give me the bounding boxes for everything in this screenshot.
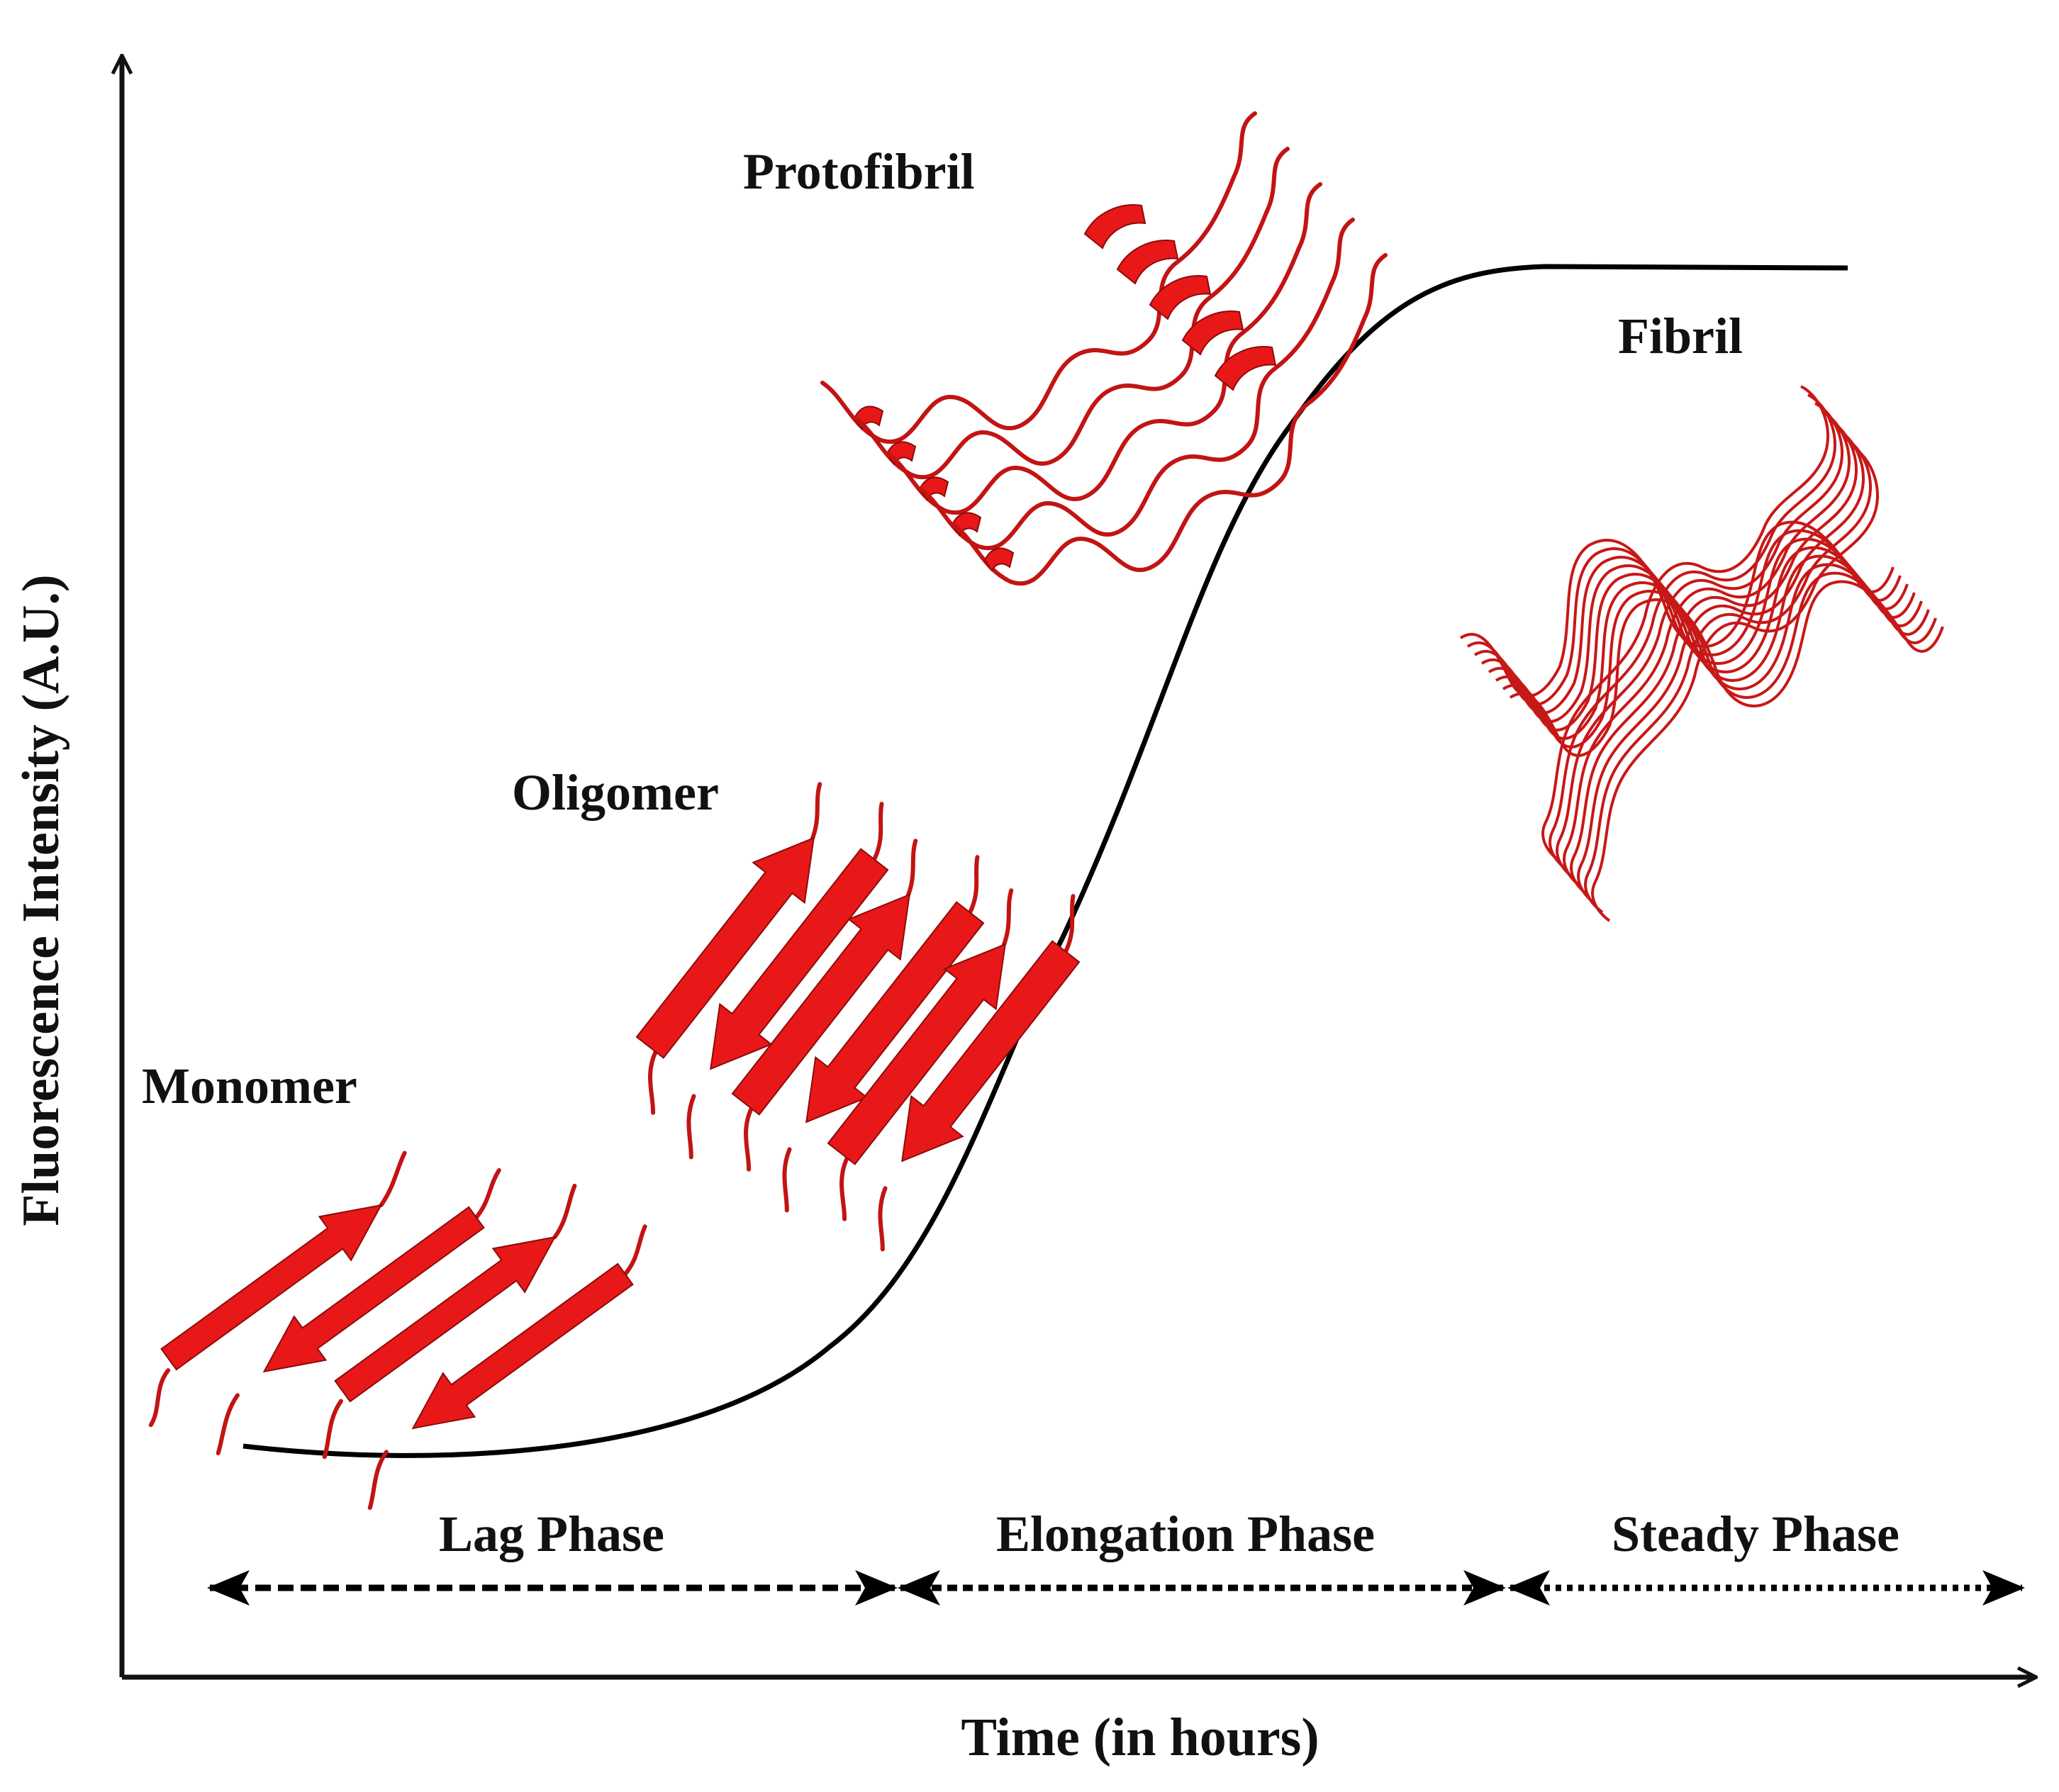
fibril-label: Fibril <box>1618 308 1743 364</box>
protofibril-structure <box>820 111 1388 586</box>
protofibril-chain <box>886 182 1322 515</box>
lag-phase-label: Lag Phase <box>439 1506 664 1562</box>
x-axis-label: Time (in hours) <box>961 1708 1319 1767</box>
protofibril-chain <box>951 253 1388 586</box>
protofibril-label: Protofibril <box>743 143 975 200</box>
elongation-phase-label: Elongation Phase <box>996 1506 1375 1562</box>
axes <box>122 57 2035 1677</box>
steady-phase-label: Steady Phase <box>1612 1506 1899 1562</box>
fibril-ribbon <box>1502 436 1937 914</box>
monomer-structure <box>148 1150 647 1511</box>
oligomer-label: Oligomer <box>512 764 719 821</box>
oligomer-structure <box>635 782 1081 1252</box>
y-axis-label: Fluorescence Intensity (A.U.) <box>12 574 70 1226</box>
fibril-structure <box>1459 385 1944 922</box>
fibril-ribbon <box>1509 444 1944 922</box>
monomer-label: Monomer <box>142 1058 357 1114</box>
